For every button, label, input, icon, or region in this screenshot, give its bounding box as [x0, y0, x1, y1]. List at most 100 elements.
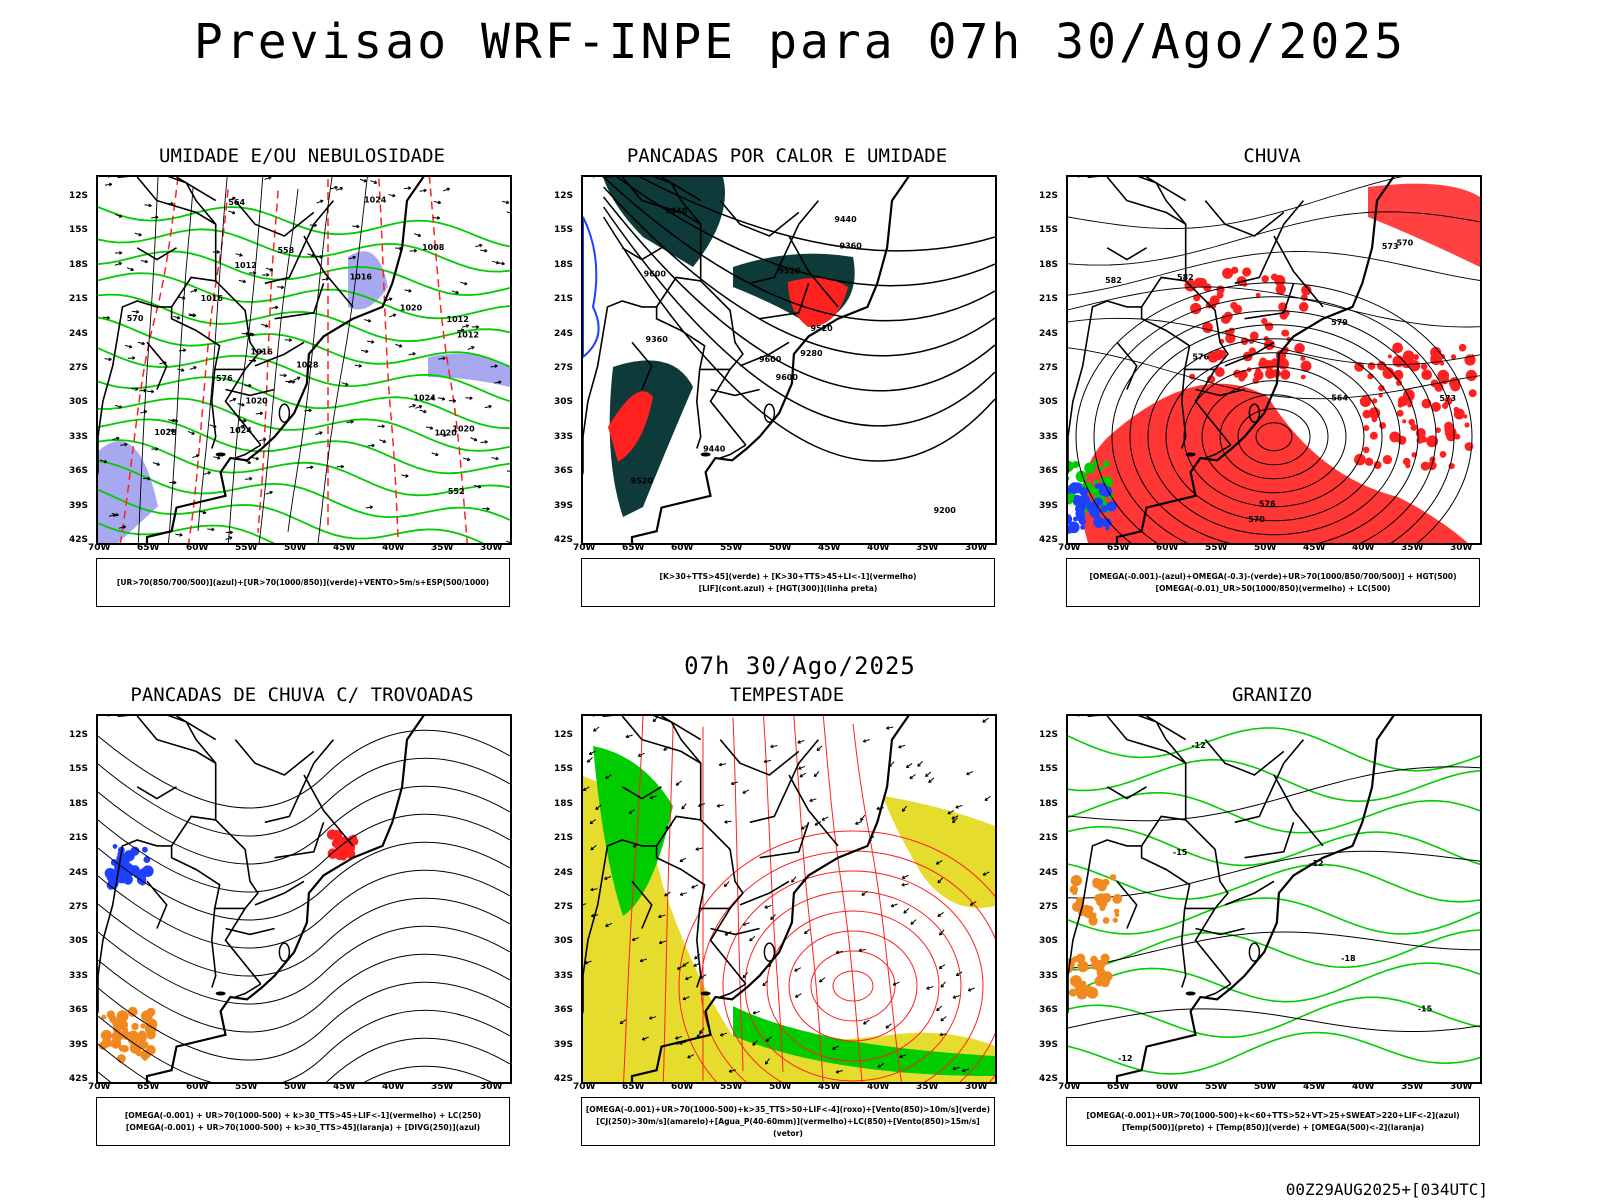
lat-tick: 33S [554, 431, 574, 442]
contour-label: 1012 [234, 261, 256, 270]
lon-tick: 55W [235, 543, 258, 553]
lat-tick: 21S [554, 833, 574, 844]
lat-tick: 21S [554, 294, 574, 305]
lat-tick: 39S [554, 500, 574, 511]
map-tempestade [581, 714, 997, 1084]
panel-title-umidade: UMIDADE E/OU NEBULOSIDADE [159, 145, 445, 167]
contour-label: 9280 [800, 349, 823, 358]
lat-tick: 12S [1039, 191, 1059, 201]
contour-label: 570 [1396, 239, 1413, 248]
contour-label: 558 [277, 246, 294, 255]
lat-tick: 27S [554, 902, 574, 912]
lon-tick: 45W [1303, 543, 1326, 553]
contour-label: 1016 [251, 347, 274, 356]
lat-tick: 39S [554, 1039, 574, 1050]
lon-tick: 40W [382, 1082, 405, 1092]
map-umidade: 1012 1012 1016 1012 1016 1020 1020 1024 1020 1008… [96, 175, 512, 545]
lat-tick: 27S [69, 363, 89, 373]
contour-label: 9440 [703, 445, 726, 454]
legend-line: [LIF](cont.azul) + [HGT(300)](linha pret… [698, 583, 878, 593]
lon-tick: 70W [88, 543, 111, 553]
lat-tick: 36S [554, 466, 574, 477]
map-pancadas-calor: 9600 9600 9600 9520 9520 9440 9440 9520 9360 9280… [581, 175, 997, 545]
lon-tick: 60W [671, 543, 694, 553]
map-chuva: 582 582 579 576 573 570 564 576 570 573 [1066, 175, 1482, 545]
legend-line: [UR>70(850/700/500)](azul)+[UR>70(1000/8… [116, 577, 490, 587]
contour-label: 9440 [834, 215, 857, 224]
lon-tick: 40W [867, 543, 890, 553]
legend-pancadas-calor: [K>30+TTS>45](verde) + [K>30+TTS>45+LI<-… [581, 558, 995, 607]
contour-label: 579 [1331, 318, 1348, 327]
contour-label: 9360 [840, 242, 863, 251]
contour-label: 1028 [154, 428, 177, 437]
legend-line: [OMEGA(-0.001) + UR>70(1000-500) + k>30_… [125, 1122, 481, 1132]
lat-tick: 36S [69, 1005, 89, 1016]
lat-tick: 15S [69, 225, 89, 236]
lat-tick: 18S [1039, 798, 1059, 809]
lon-tick: 65W [622, 1082, 645, 1092]
contour-label: -12 [1118, 1054, 1132, 1063]
lat-tick: 24S [554, 328, 574, 339]
overlay-trovoadas [98, 729, 510, 1082]
lon-tick: 50W [769, 543, 792, 553]
map-trovoadas [96, 714, 512, 1084]
lon-tick: 50W [284, 1082, 307, 1092]
contour-label: -15 [1418, 1004, 1433, 1013]
lon-tick: 70W [1058, 1082, 1081, 1092]
lon-tick: 70W [1058, 543, 1081, 553]
lat-tick: 12S [1039, 730, 1059, 740]
lat-tick: 42S [69, 535, 89, 545]
contour-label: 1008 [422, 243, 445, 252]
lat-tick: 30S [1039, 397, 1059, 408]
lon-tick: 45W [333, 1082, 356, 1092]
contour-label: 1024 [413, 393, 436, 402]
overlay-granizo: -12 -15 -12 -15 -18 -12 [1068, 727, 1480, 1075]
overlay-pancadas-calor: 9600960096009520952094409440952093609280… [583, 177, 995, 517]
coastline [583, 177, 910, 543]
contour-label: 1012 [447, 315, 469, 324]
contour-label: 573 [1439, 394, 1456, 403]
lon-tick: 45W [1303, 1082, 1326, 1092]
legend-line: [OMEGA(-0.001)+UR>70(1000-500)+k<60+TTS>… [1086, 1110, 1460, 1120]
contour-label: 9200 [934, 506, 957, 515]
lat-tick: 39S [69, 500, 89, 511]
lat-tick: 27S [69, 902, 89, 912]
legend-granizo: [OMEGA(-0.001)+UR>70(1000-500)+k<60+TTS>… [1066, 1097, 1480, 1146]
lat-tick: 27S [554, 363, 574, 373]
lon-tick: 50W [284, 543, 307, 553]
lat-tick: 42S [69, 1074, 89, 1084]
coastline [1068, 177, 1395, 543]
contour-label: 9600 [759, 355, 782, 364]
map-granizo: -12 -15 -12 -15 -18 -12 [1066, 714, 1482, 1084]
lat-tick: 24S [1039, 867, 1059, 878]
lat-tick: 12S [69, 730, 89, 740]
lon-tick: 55W [1205, 1082, 1228, 1092]
lon-tick: 65W [1107, 1082, 1130, 1092]
lat-tick: 24S [1039, 328, 1059, 339]
panel-title-chuva: CHUVA [1243, 145, 1301, 167]
lon-tick: 30W [480, 1082, 503, 1092]
panel-title-pancadas-calor: PANCADAS POR CALOR E UMIDADE [626, 145, 948, 167]
lon-tick: 50W [769, 1082, 792, 1092]
lat-tick: 36S [1039, 466, 1059, 477]
lat-tick: 18S [69, 259, 89, 270]
contour-label: 9520 [631, 477, 654, 486]
lat-tick: 39S [1039, 500, 1059, 511]
legend-tempestade: [OMEGA(-0.001)+UR>70(1000-500)+k>35_TTS>… [581, 1097, 995, 1146]
lat-tick: 18S [1039, 259, 1059, 270]
lat-tick: 15S [69, 764, 89, 775]
panel-title-trovoadas: PANCADAS DE CHUVA C/ TROVOADAS [130, 684, 474, 706]
lat-tick: 39S [69, 1039, 89, 1050]
lat-tick: 24S [554, 867, 574, 878]
lat-tick: 36S [1039, 1005, 1059, 1016]
lat-tick: 18S [554, 798, 574, 809]
page-title: Previsao WRF-INPE para 07h 30/Ago/2025 [193, 14, 1407, 70]
lon-tick: 60W [186, 543, 209, 553]
lon-tick: 35W [916, 1082, 939, 1092]
overlay-tempestade [583, 716, 995, 1082]
lon-tick: 45W [818, 543, 841, 553]
overlay-umidade: 1012101210161012101610201020102410201008… [98, 177, 510, 543]
lon-tick: 70W [88, 1082, 111, 1092]
legend-line: [OMEGA(-0.01)_UR>50(1000/850)(vermelho) … [1155, 583, 1391, 593]
